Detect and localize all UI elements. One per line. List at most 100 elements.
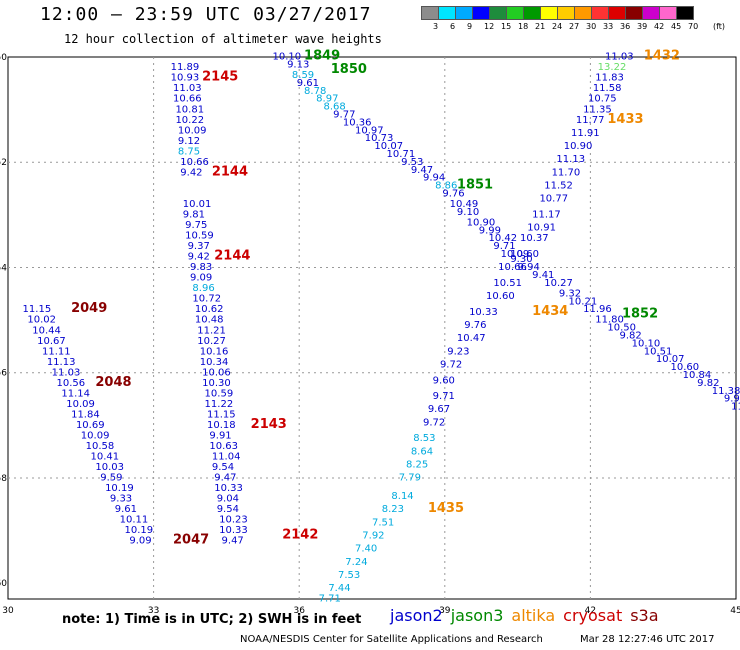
wave-height-value: 10.59 xyxy=(185,231,214,242)
wave-height-value: 11 xyxy=(731,402,740,413)
wave-height-value: 8.53 xyxy=(413,433,435,444)
wave-height-value: 10.33 xyxy=(469,307,498,318)
wave-height-value: 9.67 xyxy=(428,404,450,415)
wave-height-value: 10.09 xyxy=(66,399,95,410)
wave-height-value: 10.09 xyxy=(178,125,207,136)
legend-label: 21 xyxy=(535,22,546,31)
wave-height-value: 10.06 xyxy=(202,367,231,378)
pass-time-label: 1434 xyxy=(532,304,568,319)
wave-height-value: 9.42 xyxy=(180,167,202,178)
lon-tick-label: 42 xyxy=(585,606,596,616)
wave-height-value: 10.10 xyxy=(273,52,302,63)
wave-height-value: 11.35 xyxy=(583,104,612,115)
wave-height-value: 7.53 xyxy=(338,570,360,581)
wave-height-value: 10.44 xyxy=(32,325,61,336)
wave-height-value: 10.33 xyxy=(214,483,243,494)
wave-height-value: 11.77 xyxy=(576,115,605,126)
wave-height-value: 9.91 xyxy=(209,431,231,442)
wave-height-value: 9.82 xyxy=(620,331,642,342)
wave-height-value: 9.23 xyxy=(447,346,469,357)
wave-height-value: 10.41 xyxy=(91,452,120,463)
wave-height-value: 8.59 xyxy=(292,70,314,81)
wave-height-value: 8.68 xyxy=(323,102,345,113)
wave-height-value: 10.21 xyxy=(569,296,598,307)
wave-height-value: 10.37 xyxy=(520,233,549,244)
wave-height-value: 11.03 xyxy=(605,52,634,63)
pass-time-label: 1433 xyxy=(607,112,643,127)
wave-height-value: 9.47 xyxy=(222,536,244,547)
wave-height-value: 8.75 xyxy=(178,146,200,157)
wave-height-value: 11.13 xyxy=(47,357,76,368)
legend-unit: (ft) xyxy=(713,22,726,31)
wave-height-value: 10.51 xyxy=(493,278,522,289)
legend-label: 3 xyxy=(433,22,439,31)
wave-height-value: 9.72 xyxy=(440,359,462,370)
pass-time-label: 1850 xyxy=(331,62,367,77)
wave-height-value: 9.82 xyxy=(697,378,719,389)
wave-height-value: 10.60 xyxy=(486,291,515,302)
wave-height-value: 10.11 xyxy=(120,515,149,526)
wave-height-value: 10.62 xyxy=(195,304,224,315)
wave-height-value: 9.83 xyxy=(190,262,212,273)
lon-tick-label: 45 xyxy=(730,606,740,616)
wave-height-value: 13.22 xyxy=(598,62,627,73)
timestamp-text: Mar 28 12:27:46 UTC 2017 xyxy=(580,634,715,645)
wave-height-value: 10.50 xyxy=(607,323,636,334)
wave-height-value: 11.03 xyxy=(173,83,202,94)
legend-label: 6 xyxy=(450,22,456,31)
wave-height-value: 9.41 xyxy=(532,270,554,281)
wave-height-value: 7.24 xyxy=(345,557,367,568)
wave-height-value: 9.97 xyxy=(724,394,740,405)
lon-tick-label: 36 xyxy=(293,606,305,616)
legend-label: 36 xyxy=(620,22,631,31)
wave-height-value: 9.81 xyxy=(183,209,205,220)
wave-height-value: 11.15 xyxy=(207,409,236,420)
lon-tick-label: 39 xyxy=(439,606,451,616)
wave-height-value: 10.81 xyxy=(175,104,204,115)
wave-height-value: 9.72 xyxy=(423,417,445,428)
wave-height-value: 9.99 xyxy=(479,225,501,236)
satellite-jason2: jason2 xyxy=(390,606,443,625)
wave-height-value: 11.84 xyxy=(71,409,100,420)
map-title: 12:00 — 23:59 UTC 03/27/2017 xyxy=(40,4,372,25)
wave-height-value: 8.97 xyxy=(316,94,338,105)
pass-time-label: 2048 xyxy=(95,375,131,390)
wave-height-value: 11.13 xyxy=(556,154,585,165)
wave-height-value: 9.61 xyxy=(115,504,137,515)
wave-height-value: 7.51 xyxy=(372,517,394,528)
wave-height-value: 9.30 xyxy=(510,254,532,265)
wave-height-value: 10.48 xyxy=(195,315,224,326)
pass-time-label: 2144 xyxy=(214,249,250,264)
wave-height-value: 8.86 xyxy=(435,181,457,192)
satellite-altika: altika xyxy=(511,606,556,625)
wave-height-value: 11.58 xyxy=(593,83,622,94)
legend-label: 45 xyxy=(671,22,682,31)
color-scale-labels: 3 6 9 12 15 18 21 24 27 30 33 36 39 42 45 70 (ft) xyxy=(421,20,731,32)
wave-height-value: 9.54 xyxy=(217,504,239,515)
wave-height-value: 9.09 xyxy=(190,273,212,284)
wave-height-value: 10.33 xyxy=(219,525,248,536)
lat-tick-label: -52 xyxy=(0,158,7,168)
legend-label: 42 xyxy=(654,22,665,31)
pass-time-label: 2047 xyxy=(173,533,209,548)
wave-height-value: 9.47 xyxy=(411,165,433,176)
wave-height-value: 9.94 xyxy=(423,173,445,184)
wave-height-value: 9.13 xyxy=(287,60,309,71)
wave-height-value: 11.83 xyxy=(595,73,624,84)
wave-height-value: 9.53 xyxy=(401,157,423,168)
wave-height-value: 7.40 xyxy=(355,544,377,555)
wave-height-value: 10.67 xyxy=(37,336,66,347)
wave-height-value: 10.77 xyxy=(539,194,568,205)
wave-height-value: 10.42 xyxy=(488,233,517,244)
wave-height-value: 10.30 xyxy=(202,378,231,389)
wave-height-value: 10.51 xyxy=(644,346,673,357)
wave-height-value: 10.27 xyxy=(544,278,573,289)
wave-height-value: 10.91 xyxy=(527,223,556,234)
wave-height-value: 9.76 xyxy=(464,320,486,331)
wave-height-value: 8.25 xyxy=(406,459,428,470)
wave-height-value: 11.17 xyxy=(532,209,561,220)
wave-height-value: 9.04 xyxy=(217,494,239,505)
lat-tick-label: -50 xyxy=(0,53,7,63)
legend-label: 18 xyxy=(518,22,529,31)
